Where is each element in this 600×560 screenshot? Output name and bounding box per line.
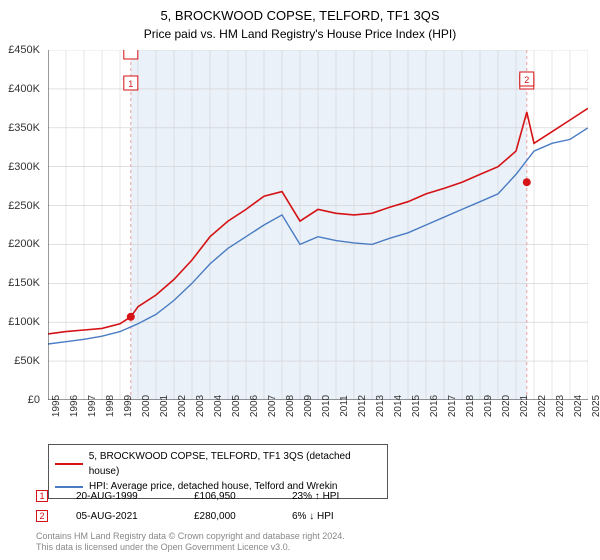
transaction-delta: 23% ↑ HPI (292, 491, 339, 502)
x-tick-label: 2013 (375, 395, 386, 417)
chart-container: 5, BROCKWOOD COPSE, TELFORD, TF1 3QS Pri… (0, 0, 600, 560)
transaction-date: 20-AUG-1999 (76, 491, 166, 502)
x-tick-label: 2022 (537, 395, 548, 417)
chart-title: 5, BROCKWOOD COPSE, TELFORD, TF1 3QS (0, 0, 600, 23)
x-tick-label: 1999 (123, 395, 134, 417)
x-tick-label: 1997 (87, 395, 98, 417)
transaction-price: £280,000 (194, 511, 264, 522)
transaction-table: 1 20-AUG-1999 £106,950 23% ↑ HPI 2 05-AUG-202… (36, 486, 339, 526)
x-tick-label: 1998 (105, 395, 116, 417)
x-tick-label: 2016 (429, 395, 440, 417)
plot-area: 12 (48, 50, 588, 400)
transaction-row: 2 05-AUG-2021 £280,000 6% ↓ HPI (36, 506, 339, 526)
x-tick-label: 2017 (447, 395, 458, 417)
x-tick-label: 2021 (519, 395, 530, 417)
svg-text:2: 2 (524, 75, 529, 85)
x-tick-label: 2025 (591, 395, 600, 417)
svg-text:1: 1 (128, 79, 133, 89)
transaction-row: 1 20-AUG-1999 £106,950 23% ↑ HPI (36, 486, 339, 506)
x-tick-label: 2002 (177, 395, 188, 417)
transaction-price: £106,950 (194, 491, 264, 502)
transaction-marker-box: 1 (36, 490, 48, 502)
x-tick-label: 2003 (195, 395, 206, 417)
y-tick-label: £400K (8, 83, 40, 95)
footer-line-2: This data is licensed under the Open Gov… (36, 542, 345, 554)
x-tick-label: 2019 (483, 395, 494, 417)
y-tick-label: £450K (8, 44, 40, 56)
legend-item: 5, BROCKWOOD COPSE, TELFORD, TF1 3QS (de… (55, 449, 381, 479)
y-tick-label: £300K (8, 161, 40, 173)
transaction-delta: 6% ↓ HPI (292, 511, 334, 522)
y-axis-labels: £0£50K£100K£150K£200K£250K£300K£350K£400… (0, 50, 44, 400)
chart-svg: 12 (48, 50, 588, 400)
x-tick-label: 2018 (465, 395, 476, 417)
x-tick-label: 2012 (357, 395, 368, 417)
transaction-marker-box: 2 (36, 510, 48, 522)
x-tick-label: 2004 (213, 395, 224, 417)
y-tick-label: £200K (8, 238, 40, 250)
x-tick-label: 1995 (51, 395, 62, 417)
x-tick-label: 2020 (501, 395, 512, 417)
y-tick-label: £100K (8, 316, 40, 328)
x-tick-label: 2007 (267, 395, 278, 417)
transaction-date: 05-AUG-2021 (76, 511, 166, 522)
y-tick-label: £350K (8, 122, 40, 134)
x-tick-label: 2001 (159, 395, 170, 417)
footer-line-1: Contains HM Land Registry data © Crown c… (36, 531, 345, 543)
x-tick-label: 2024 (573, 395, 584, 417)
x-tick-label: 2008 (285, 395, 296, 417)
x-tick-label: 2000 (141, 395, 152, 417)
x-tick-label: 2023 (555, 395, 566, 417)
x-tick-label: 2009 (303, 395, 314, 417)
x-tick-label: 2015 (411, 395, 422, 417)
x-tick-label: 1996 (69, 395, 80, 417)
y-tick-label: £50K (14, 355, 40, 367)
x-tick-label: 2006 (249, 395, 260, 417)
x-axis-labels: 1995199619971998199920002001200220032004… (48, 404, 588, 440)
x-tick-label: 2010 (321, 395, 332, 417)
footer-attribution: Contains HM Land Registry data © Crown c… (36, 531, 345, 554)
chart-subtitle: Price paid vs. HM Land Registry's House … (0, 23, 600, 41)
y-tick-label: £250K (8, 200, 40, 212)
legend-label: 5, BROCKWOOD COPSE, TELFORD, TF1 3QS (de… (89, 449, 381, 479)
y-tick-label: £0 (28, 394, 40, 406)
x-tick-label: 2005 (231, 395, 242, 417)
x-tick-label: 2014 (393, 395, 404, 417)
x-tick-label: 2011 (339, 395, 350, 417)
legend-swatch (55, 463, 83, 465)
y-tick-label: £150K (8, 277, 40, 289)
